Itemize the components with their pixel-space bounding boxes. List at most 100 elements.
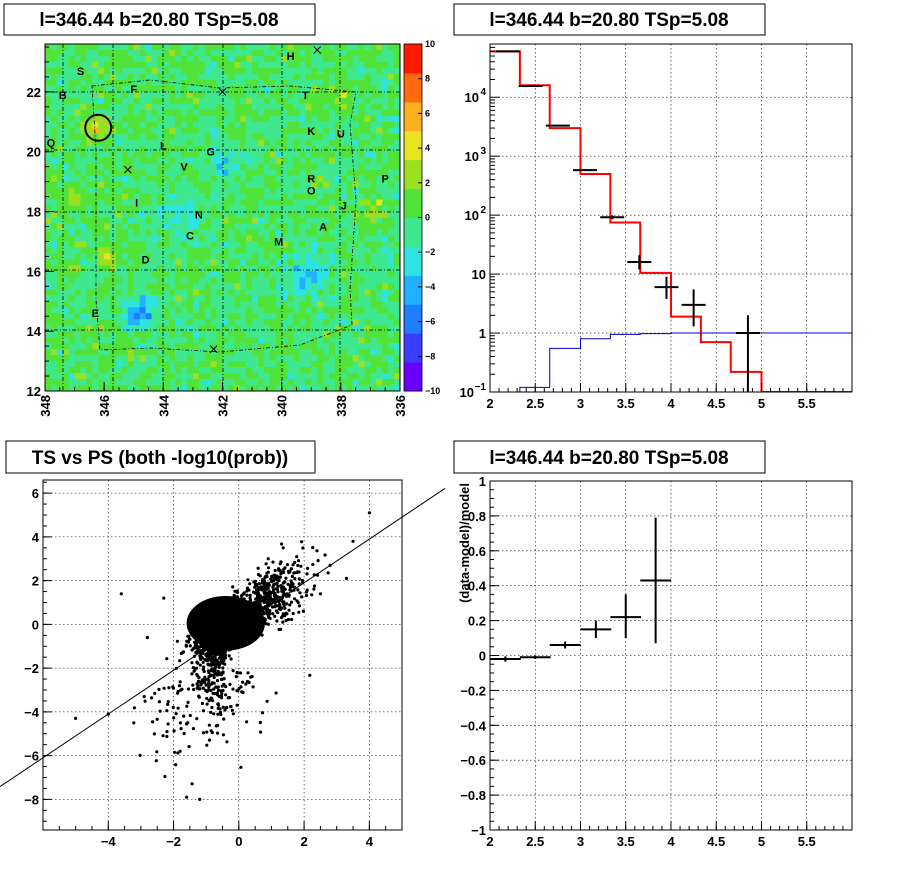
heatmap-cell	[151, 145, 159, 153]
heatmap-cell	[157, 157, 164, 165]
heatmap-cell	[204, 121, 212, 129]
heatmap-cell	[252, 313, 259, 320]
heatmap-cell	[305, 235, 312, 243]
heatmap-cell	[358, 349, 366, 356]
heatmap-cell	[269, 343, 277, 350]
heatmap-cell	[198, 139, 206, 147]
heatmap-cell	[352, 145, 360, 153]
heatmap-cell	[329, 79, 336, 87]
heatmap-cell	[246, 187, 253, 195]
heatmap-cell	[252, 193, 259, 201]
heatmap-cell	[287, 127, 295, 135]
heatmap-cell	[293, 44, 301, 51]
heatmap-cell	[92, 163, 99, 171]
heatmap-cell	[198, 343, 206, 350]
heatmap-cell	[104, 289, 111, 296]
heatmap-cell	[192, 235, 200, 243]
heatmap-cell	[376, 199, 383, 207]
heatmap-cell	[169, 157, 176, 165]
heatmap-cell	[192, 307, 200, 314]
heatmap-cell	[388, 253, 395, 260]
heatmap-cell	[346, 277, 354, 284]
heatmap-cell	[175, 307, 182, 314]
heatmap-cell	[376, 139, 383, 147]
source-label: O	[307, 186, 316, 198]
scatter-point	[297, 577, 301, 581]
heatmap-cell	[86, 373, 93, 380]
heatmap-cell	[80, 199, 88, 207]
heatmap-cell	[340, 169, 348, 177]
heatmap-cell	[329, 253, 336, 260]
heatmap-cell	[246, 367, 253, 374]
heatmap-cell	[187, 103, 194, 111]
heatmap-cell	[157, 211, 164, 219]
heatmap-cell	[110, 379, 117, 386]
heatmap-cell	[281, 44, 289, 51]
heatmap-cell	[163, 229, 170, 237]
heatmap-cell	[116, 199, 123, 207]
heatmap-cell	[293, 169, 301, 177]
heatmap-cell	[287, 355, 295, 362]
colorbar-band	[404, 188, 422, 218]
heatmap-cell	[80, 355, 88, 362]
heatmap-cell	[145, 91, 153, 99]
scatter-point	[166, 702, 170, 707]
heatmap-cell	[163, 97, 170, 105]
heatmap-cell	[382, 181, 389, 189]
heatmap-cell	[92, 385, 99, 391]
heatmap-cell	[340, 379, 348, 386]
heatmap-cell	[192, 319, 200, 326]
heatmap-cell	[352, 85, 360, 93]
heatmap-cell	[222, 133, 230, 141]
heatmap-cell	[139, 133, 147, 141]
heatmap-cell	[388, 85, 395, 93]
scatter-point	[267, 581, 271, 585]
x-tick-label: 346	[97, 395, 112, 417]
heatmap-cell	[210, 44, 218, 51]
heatmap-cell	[133, 331, 141, 338]
heatmap-cell	[127, 217, 135, 225]
heatmap-cell	[394, 241, 400, 249]
heatmap-cell	[234, 325, 241, 332]
heatmap-cell	[311, 79, 318, 87]
heatmap-cell	[163, 205, 170, 213]
heatmap-cell	[116, 355, 123, 362]
heatmap-cell	[340, 223, 348, 231]
heatmap-cell	[252, 259, 259, 266]
scatter-point	[246, 671, 250, 675]
heatmap-cell	[252, 169, 259, 177]
heatmap-cell	[305, 115, 312, 123]
heatmap-cell	[228, 49, 235, 57]
heatmap-cell	[68, 55, 76, 63]
heatmap-cell	[382, 337, 389, 344]
heatmap-cell	[370, 319, 377, 326]
heatmap-cell	[234, 181, 241, 189]
heatmap-cell	[198, 193, 206, 201]
heatmap-cell	[68, 193, 76, 201]
heatmap-cell	[317, 121, 324, 129]
heatmap-cell	[299, 253, 306, 260]
heatmap-cell	[198, 289, 206, 296]
scatter-point	[221, 733, 225, 737]
heatmap-cell	[358, 181, 366, 189]
heatmap-cell	[382, 295, 389, 302]
heatmap-cell	[370, 169, 377, 177]
heatmap-cell	[80, 55, 88, 63]
heatmap-cell	[269, 139, 277, 147]
heatmap-cell	[187, 205, 194, 213]
heatmap-cell	[246, 55, 253, 63]
scatter-point	[210, 705, 214, 710]
heatmap-cell	[358, 163, 366, 171]
heatmap-cell	[151, 319, 159, 326]
heatmap-cell	[293, 91, 301, 99]
heatmap-cell	[104, 361, 111, 368]
heatmap-cell	[293, 265, 301, 272]
heatmap-cell	[68, 373, 76, 380]
heatmap-cell	[234, 223, 241, 231]
scatter-point	[165, 709, 169, 713]
heatmap-cell	[104, 319, 111, 326]
heatmap-cell	[157, 73, 164, 81]
heatmap-cell	[98, 355, 105, 362]
heatmap-cell	[370, 139, 377, 147]
